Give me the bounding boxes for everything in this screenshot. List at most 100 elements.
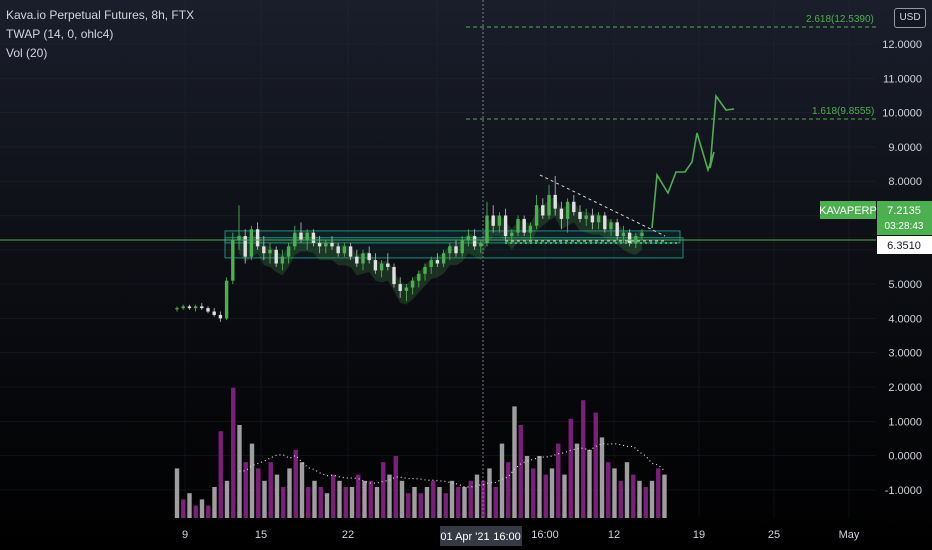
- candle-body: [522, 218, 526, 233]
- volume-bar: [337, 480, 342, 518]
- price-tick-label: 4.0000: [888, 313, 922, 325]
- candle-body: [386, 263, 390, 267]
- candle-body: [249, 229, 254, 257]
- volume-bar: [631, 474, 636, 518]
- time-tick-label: May: [839, 529, 860, 541]
- volume-bar: [531, 468, 536, 518]
- volume-indicator-label[interactable]: Vol (20): [6, 46, 48, 60]
- candle-body: [547, 194, 551, 216]
- volume-bar: [568, 418, 573, 518]
- volume-bar: [512, 406, 517, 518]
- price-tick-label: 3.0000: [888, 348, 922, 360]
- candle-body: [206, 308, 210, 312]
- last-price-label: 7.2135: [887, 205, 921, 217]
- volume-bar: [549, 468, 555, 518]
- candle-body: [510, 232, 514, 237]
- volume-bar: [331, 474, 336, 518]
- volume-bar: [393, 456, 398, 518]
- candle-body: [491, 215, 495, 226]
- symbol-label-box: [820, 201, 876, 219]
- candle-body: [212, 311, 216, 315]
- candle-body: [268, 249, 272, 254]
- time-axis[interactable]: 9 15 22 12 19 25 May 01 Apr '21 16:00 16:00: [182, 526, 860, 546]
- volume-bar: [606, 462, 611, 518]
- candle-body: [274, 249, 278, 264]
- volume-bar: [306, 487, 311, 518]
- crosshair-time-label: 16:00: [493, 531, 521, 543]
- volume-bar: [368, 480, 373, 518]
- time-tick-label: 9: [182, 529, 188, 541]
- volume-bar: [281, 487, 286, 518]
- volume-bar: [412, 487, 417, 518]
- candle-body: [460, 239, 464, 254]
- volume-bar: [318, 487, 323, 518]
- candle-body: [348, 246, 353, 257]
- volume-bar: [374, 487, 380, 518]
- candle-body: [497, 215, 502, 226]
- volume-bar: [637, 480, 642, 518]
- volume-bar: [343, 487, 348, 518]
- volume-bar: [656, 468, 661, 518]
- volume-bar: [274, 474, 280, 518]
- candle-body: [410, 280, 415, 288]
- candle-body: [299, 232, 303, 240]
- volume-bar: [293, 449, 298, 518]
- volume-bar: [362, 480, 367, 518]
- candle-body: [193, 306, 198, 309]
- volume-bar: [581, 400, 586, 518]
- candle-body: [317, 242, 322, 247]
- symbol-label: KAVAPERP: [819, 205, 877, 217]
- candle-body: [224, 280, 229, 319]
- volume-bar: [193, 505, 198, 518]
- fib-label-1618: 1.618(9.8555): [812, 106, 874, 117]
- crosshair-time-box: [440, 526, 522, 546]
- volume-bar: [243, 462, 248, 518]
- crosshair-price-box: [877, 236, 932, 254]
- price-tick-label: 0.0000: [888, 451, 922, 463]
- volume-bar: [662, 474, 667, 518]
- volume-bar: [324, 493, 330, 518]
- volume-bar: [218, 431, 223, 518]
- volume-bar: [287, 468, 292, 518]
- volume-bar: [256, 468, 261, 518]
- volume-bar: [456, 487, 461, 518]
- candle-body: [200, 306, 204, 309]
- candle-body: [603, 215, 607, 230]
- twap-indicator-label[interactable]: TWAP (14, 0, ohlc4): [6, 27, 114, 41]
- volume-bar: [349, 487, 355, 518]
- candle-body: [578, 212, 582, 219]
- crosshair-price-label: 6.3510: [887, 240, 921, 252]
- time-tick-label: 19: [693, 529, 705, 541]
- candle-body: [367, 253, 371, 261]
- candle-body: [175, 308, 179, 310]
- volume-bar: [518, 425, 523, 518]
- volume-bar: [543, 474, 548, 518]
- candle-body: [231, 239, 235, 281]
- volume-bar: [443, 493, 448, 518]
- candle-body: [355, 256, 359, 264]
- candle-body: [255, 229, 260, 247]
- candle-body: [361, 253, 365, 264]
- last-price-box: [877, 201, 932, 235]
- candle-body: [398, 284, 402, 291]
- volume-bar: [224, 480, 230, 518]
- volume-bar: [231, 387, 236, 518]
- candle-body: [373, 260, 378, 271]
- currency-button[interactable]: USD: [894, 8, 926, 28]
- volume-bar: [356, 474, 361, 518]
- volume-bar: [649, 480, 655, 518]
- candle-body: [466, 236, 471, 240]
- volume-bar: [643, 487, 648, 518]
- volume-bar: [449, 480, 455, 518]
- time-tick-label: 12: [608, 529, 620, 541]
- volume-bar: [618, 480, 623, 518]
- candle-body: [590, 215, 595, 223]
- volume-bar: [624, 462, 630, 518]
- volume-bar: [237, 425, 242, 518]
- countdown-label: 03:28:43: [885, 221, 924, 232]
- volume-bar: [562, 474, 567, 518]
- symbol-title[interactable]: Kava.io Perpetual Futures, 8h, FTX: [6, 8, 195, 22]
- candle-body: [417, 273, 421, 281]
